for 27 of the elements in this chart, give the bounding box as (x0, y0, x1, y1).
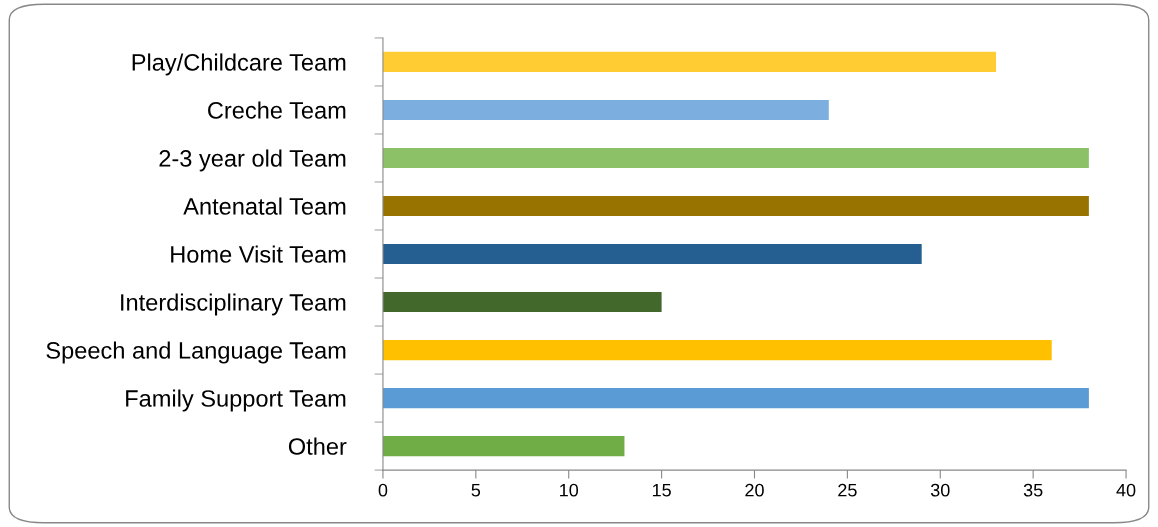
x-tick-label: 20 (745, 483, 764, 497)
bar (382, 435, 625, 457)
x-tick-label: 15 (652, 483, 671, 497)
y-tick-label: Other (288, 437, 347, 455)
x-tick-label: 30 (930, 483, 950, 497)
bar (382, 387, 1089, 409)
bar (382, 243, 922, 265)
y-tick-label: Antenatal Team (183, 197, 346, 215)
y-tick-label: Interdisciplinary Team (121, 293, 346, 316)
x-tick-label: 40 (1116, 483, 1136, 497)
bar (382, 147, 1089, 169)
y-tick-label: 2-3 year old Team (159, 149, 346, 172)
bar (382, 195, 1089, 217)
bar (382, 291, 662, 313)
y-tick-label: Creche Team (208, 101, 346, 119)
y-tick-label: Home Visit Team (171, 245, 346, 263)
x-tick-label: 25 (838, 483, 857, 497)
x-tick-label: 0 (378, 483, 388, 497)
x-tick-label: 35 (1023, 483, 1043, 497)
y-tick-label: Play/Childcare Team (132, 53, 346, 76)
bar (382, 339, 1052, 361)
x-tick-label: 10 (560, 483, 579, 497)
x-tick-label: 5 (471, 483, 481, 497)
bar (382, 51, 996, 73)
y-tick-label: Speech and Language Team (46, 341, 346, 364)
bar (382, 99, 829, 121)
y-tick-label: Family Support Team (126, 389, 346, 412)
